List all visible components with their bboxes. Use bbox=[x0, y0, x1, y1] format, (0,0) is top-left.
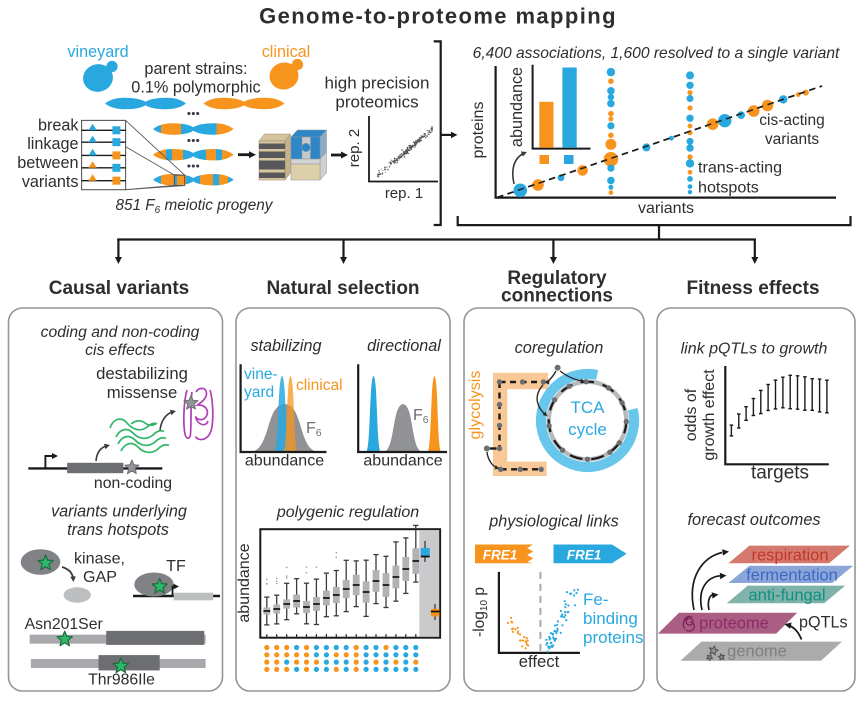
svg-text:Regulatory: Regulatory bbox=[507, 268, 607, 289]
svg-text:binding: binding bbox=[583, 609, 638, 628]
svg-text:stabilizing: stabilizing bbox=[250, 337, 321, 355]
svg-text:abundance: abundance bbox=[508, 67, 526, 147]
svg-text:0.1% polymorphic: 0.1% polymorphic bbox=[131, 79, 260, 97]
svg-text:polygenic regulation: polygenic regulation bbox=[276, 504, 419, 521]
svg-text:FRE1: FRE1 bbox=[483, 548, 518, 563]
svg-text:TF: TF bbox=[166, 557, 186, 575]
svg-text:effect: effect bbox=[519, 652, 560, 671]
svg-text:abundance: abundance bbox=[245, 453, 324, 470]
svg-text:forecast outcomes: forecast outcomes bbox=[687, 511, 820, 529]
svg-text:variants: variants bbox=[638, 200, 694, 217]
svg-text:Natural selection: Natural selection bbox=[266, 278, 419, 299]
svg-text:proteomics: proteomics bbox=[335, 93, 418, 112]
svg-text:Thr986Ile: Thr986Ile bbox=[88, 672, 155, 689]
svg-text:linkage: linkage bbox=[27, 135, 78, 153]
svg-text:clinical: clinical bbox=[262, 43, 311, 61]
svg-text:6,400 associations, 1,600 reso: 6,400 associations, 1,600 resolved to a … bbox=[473, 45, 840, 62]
svg-text:growth effect: growth effect bbox=[701, 369, 718, 461]
svg-text:high precision: high precision bbox=[325, 74, 430, 93]
svg-text:Genome-to-proteome mapping: Genome-to-proteome mapping bbox=[259, 4, 617, 29]
svg-text:proteins: proteins bbox=[583, 628, 643, 647]
svg-text:GAP: GAP bbox=[83, 568, 117, 586]
svg-text:respiration: respiration bbox=[751, 547, 828, 565]
svg-text:abundance: abundance bbox=[363, 453, 442, 470]
svg-text:parent strains:: parent strains: bbox=[144, 60, 247, 78]
svg-text:odds of: odds of bbox=[683, 388, 700, 441]
svg-text:rep. 1: rep. 1 bbox=[385, 185, 423, 202]
svg-text:yard: yard bbox=[244, 384, 274, 401]
svg-text:fermentation: fermentation bbox=[746, 567, 838, 585]
svg-text:trans-acting: trans-acting bbox=[698, 159, 782, 177]
svg-text:cycle: cycle bbox=[568, 420, 607, 439]
svg-text:proteins: proteins bbox=[470, 102, 487, 159]
svg-text:targets: targets bbox=[751, 463, 809, 484]
svg-text:Fe-: Fe- bbox=[583, 590, 609, 609]
svg-text:851 F6 meiotic progeny: 851 F6 meiotic progeny bbox=[116, 197, 274, 216]
svg-text:glycolysis: glycolysis bbox=[466, 371, 484, 440]
svg-text:-log10 p: -log10 p bbox=[471, 587, 490, 637]
svg-text:cis-acting: cis-acting bbox=[759, 112, 824, 129]
svg-text:connections: connections bbox=[501, 286, 613, 307]
svg-text:variants underlying: variants underlying bbox=[51, 503, 187, 521]
svg-text:anti-fungal: anti-fungal bbox=[748, 587, 825, 605]
svg-text:hotspots: hotspots bbox=[698, 179, 759, 197]
svg-text:cis effects: cis effects bbox=[85, 342, 155, 359]
svg-text:pQTLs: pQTLs bbox=[799, 614, 848, 632]
svg-text:break: break bbox=[38, 117, 79, 135]
svg-text:vineyard: vineyard bbox=[67, 43, 128, 61]
svg-text:rep. 2: rep. 2 bbox=[346, 129, 363, 167]
svg-text:kinase,: kinase, bbox=[74, 550, 125, 568]
svg-text:destabilizing: destabilizing bbox=[96, 364, 188, 383]
svg-text:TCA: TCA bbox=[571, 398, 606, 417]
svg-text:Fitness effects: Fitness effects bbox=[686, 278, 819, 299]
svg-text:genome: genome bbox=[727, 643, 787, 661]
svg-text:directional: directional bbox=[367, 337, 441, 355]
svg-text:non-coding: non-coding bbox=[94, 475, 172, 492]
svg-text:abundance: abundance bbox=[236, 543, 253, 622]
svg-text:between: between bbox=[17, 154, 78, 172]
svg-text:missense: missense bbox=[107, 383, 177, 402]
svg-text:link pQTLs to growth: link pQTLs to growth bbox=[681, 341, 828, 358]
svg-text:Asn201Ser: Asn201Ser bbox=[25, 616, 103, 633]
svg-text:variants: variants bbox=[22, 173, 79, 191]
svg-text:physiological links: physiological links bbox=[488, 513, 619, 531]
svg-text:Causal variants: Causal variants bbox=[49, 278, 189, 299]
svg-text:trans hotspots: trans hotspots bbox=[67, 521, 169, 539]
svg-text:variants: variants bbox=[765, 131, 820, 148]
svg-text:coregulation: coregulation bbox=[515, 339, 604, 357]
svg-text:clinical: clinical bbox=[296, 377, 343, 394]
svg-text:coding and non-coding: coding and non-coding bbox=[41, 324, 200, 341]
svg-text:FRE1: FRE1 bbox=[567, 548, 602, 563]
svg-text:vine-: vine- bbox=[244, 366, 278, 383]
svg-text:proteome: proteome bbox=[699, 615, 769, 633]
